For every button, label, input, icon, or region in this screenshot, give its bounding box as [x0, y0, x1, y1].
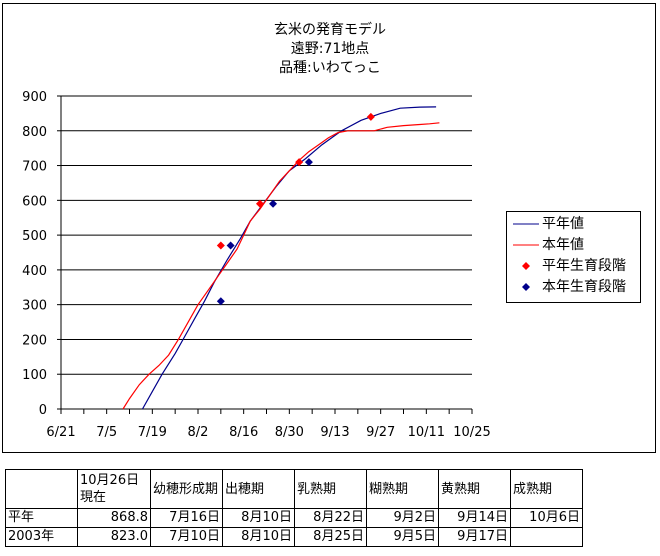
table-cell: 8月10日 [222, 508, 295, 528]
legend-line-swatch [513, 244, 539, 246]
table-cell: 7月10日 [150, 527, 223, 547]
legend-line-swatch [513, 223, 539, 225]
x-tick-label: 8/30 [275, 425, 304, 440]
table-header-cell: 乳熟期 [294, 469, 367, 509]
table-cell: 10月6日 [510, 508, 583, 528]
legend-diamond-marker [522, 262, 530, 270]
legend-diamond-marker [522, 283, 530, 291]
legend-item-current-stage: 本年生育段階 [507, 278, 640, 296]
y-tick-label: 900 [22, 90, 47, 105]
stage-marker [226, 241, 235, 250]
stage-marker [366, 112, 375, 121]
line-chart: 0 100 200 300 400 500 600 700 800 900 6/21 7/5 7/19 8… [22, 90, 491, 440]
x-tick-label: 8/16 [229, 425, 258, 440]
x-tick-label: 9/27 [366, 425, 395, 440]
table-header-row: 10月26日現在 幼穂形成期 出穂期 乳熟期 糊熟期 黄熟期 成熟期 [5, 469, 583, 509]
legend-label: 本年値 [542, 237, 584, 253]
table-cell: 868.8 [77, 508, 151, 528]
table-cell: 823.0 [77, 527, 151, 547]
y-tick-label: 700 [22, 160, 47, 175]
series-line [122, 122, 440, 410]
y-tick-label: 300 [22, 299, 47, 314]
chart-subtitle-location: 遠野:71地点 [290, 41, 370, 57]
table-cell: 8月22日 [294, 508, 367, 528]
legend-label: 本年生育段階 [542, 279, 626, 295]
legend-label: 平年値 [542, 216, 584, 232]
table-cell: 7月16日 [150, 508, 223, 528]
stage-marker [255, 199, 264, 208]
x-tick-label: 9/13 [320, 425, 349, 440]
stage-marker [269, 199, 278, 208]
table-cell: 9月17日 [438, 527, 511, 547]
table-cell [510, 527, 583, 547]
table-cell: 9月5日 [366, 527, 439, 547]
x-tick-label: 10/11 [408, 425, 445, 440]
y-tick-label: 100 [22, 368, 47, 383]
table-header-cell [5, 469, 78, 509]
y-tick-label: 400 [22, 264, 47, 279]
y-tick-label: 800 [22, 125, 47, 140]
stage-marker [295, 158, 304, 167]
table-row: 2003年 823.0 7月10日 8月10日 8月25日 9月5日 9月17日 [5, 527, 583, 547]
table-header-cell: 出穂期 [222, 469, 295, 509]
table-header-cell: 黄熟期 [438, 469, 511, 509]
table-header-cell: 10月26日現在 [77, 469, 151, 509]
chart-subtitle-variety: 品種:いわてっこ [279, 60, 381, 76]
table-cell: 2003年 [5, 527, 78, 547]
x-tick-label: 7/19 [138, 425, 167, 440]
x-tick-label: 6/21 [46, 425, 75, 440]
y-tick-label: 500 [22, 229, 47, 244]
table-cell: 8月25日 [294, 527, 367, 547]
table-row: 平年 868.8 7月16日 8月10日 8月22日 9月2日 9月14日 10… [5, 508, 583, 528]
chart-frame [2, 3, 656, 453]
table-cell: 8月10日 [222, 527, 295, 547]
growth-stage-table: 10月26日現在 幼穂形成期 出穂期 乳熟期 糊熟期 黄熟期 成熟期 平年 86… [5, 469, 583, 547]
x-tick-label: 10/25 [453, 425, 490, 440]
x-tick-label: 8/2 [188, 425, 209, 440]
legend-item-current-line: 本年値 [507, 236, 640, 254]
table-cell: 9月2日 [366, 508, 439, 528]
series-line [141, 106, 437, 410]
table-cell: 9月14日 [438, 508, 511, 528]
stage-marker [304, 158, 313, 167]
table-cell: 平年 [5, 508, 78, 528]
y-tick-label: 0 [39, 403, 47, 418]
chart-legend: 平年値 本年値 平年生育段階 本年生育段階 [506, 211, 641, 303]
legend-label: 平年生育段階 [542, 258, 626, 274]
stage-marker [216, 297, 225, 306]
y-tick-label: 200 [22, 333, 47, 348]
x-tick-label: 7/5 [96, 425, 117, 440]
stage-marker [216, 241, 225, 250]
y-tick-label: 600 [22, 194, 47, 209]
table-header-cell: 幼穂形成期 [150, 469, 223, 509]
chart-title: 玄米の発育モデル [274, 22, 386, 38]
legend-item-normal-stage: 平年生育段階 [507, 257, 640, 275]
legend-item-normal-line: 平年値 [507, 215, 640, 233]
table-header-cell: 糊熟期 [366, 469, 439, 509]
table-header-cell: 成熟期 [510, 469, 583, 509]
